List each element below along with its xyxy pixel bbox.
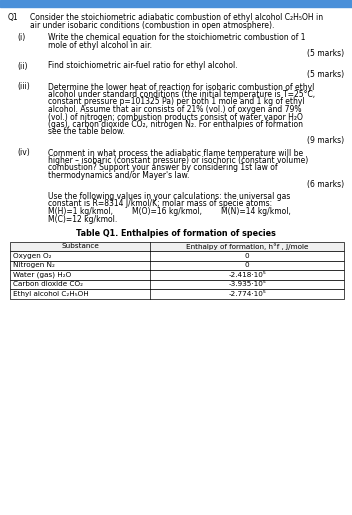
Text: alcohol. Assume that air consists of 21% (vol.) of oxygen and 79%: alcohol. Assume that air consists of 21%… <box>48 105 302 114</box>
Text: Carbon dioxide CO₂: Carbon dioxide CO₂ <box>13 281 83 287</box>
Bar <box>10 270 344 280</box>
Text: Use the following values in your calculations: the universal gas: Use the following values in your calcula… <box>48 192 290 201</box>
Text: (9 marks): (9 marks) <box>307 136 344 145</box>
Text: (gas), carbon dioxide CO₂, nitrogen N₂. For enthalpies of formation: (gas), carbon dioxide CO₂, nitrogen N₂. … <box>48 120 303 129</box>
Text: higher – isobaric (constant pressure) or isochoric (constant volume): higher – isobaric (constant pressure) or… <box>48 156 308 165</box>
Bar <box>10 251 344 261</box>
Text: (ii): (ii) <box>17 61 27 71</box>
Bar <box>10 280 344 289</box>
Text: Substance: Substance <box>61 243 99 249</box>
Text: (5 marks): (5 marks) <box>307 70 344 79</box>
Text: Find stoichiometric air-fuel ratio for ethyl alcohol.: Find stoichiometric air-fuel ratio for e… <box>48 61 238 71</box>
Text: see the table below.: see the table below. <box>48 128 125 136</box>
Text: constant pressure p=101325 Pa) per both 1 mole and 1 kg of ethyl: constant pressure p=101325 Pa) per both … <box>48 97 304 107</box>
Text: Enthalpy of formation, h°f , J/mole: Enthalpy of formation, h°f , J/mole <box>186 243 308 250</box>
Text: air under isobaric conditions (combustion in open atmosphere).: air under isobaric conditions (combustio… <box>30 21 274 29</box>
Text: (i): (i) <box>17 33 25 42</box>
Text: 0: 0 <box>245 262 250 268</box>
Text: alcohol under standard conditions (the initial temperature is T=25°C,: alcohol under standard conditions (the i… <box>48 90 315 99</box>
Bar <box>10 261 344 270</box>
Text: Determine the lower heat of reaction for isobaric combustion of ethyl: Determine the lower heat of reaction for… <box>48 82 314 92</box>
Text: (vol.) of nitrogen; combustion products consist of water vapor H₂O: (vol.) of nitrogen; combustion products … <box>48 112 303 122</box>
Text: mole of ethyl alcohol in air.: mole of ethyl alcohol in air. <box>48 41 152 49</box>
Text: -2.418·10⁵: -2.418·10⁵ <box>228 272 266 278</box>
Text: M(H)=1 kg/kmol,        M(O)=16 kg/kmol,        M(N)=14 kg/kmol,: M(H)=1 kg/kmol, M(O)=16 kg/kmol, M(N)=14… <box>48 207 291 216</box>
Text: M(C)=12 kg/kmol.: M(C)=12 kg/kmol. <box>48 215 117 224</box>
Text: Comment in what process the adiabatic flame temperature will be: Comment in what process the adiabatic fl… <box>48 148 303 158</box>
Text: Ethyl alcohol C₂H₅OH: Ethyl alcohol C₂H₅OH <box>13 291 89 297</box>
Bar <box>10 289 344 299</box>
Text: constant is R=8314 J/kmol/K; molar mass of specie atoms:: constant is R=8314 J/kmol/K; molar mass … <box>48 199 272 209</box>
Text: Q1: Q1 <box>8 13 19 22</box>
Text: Oxygen O₂: Oxygen O₂ <box>13 253 51 259</box>
Text: (iii): (iii) <box>17 82 30 92</box>
Text: Consider the stoichiometric adiabatic combustion of ethyl alcohol C₂H₅OH in: Consider the stoichiometric adiabatic co… <box>30 13 323 22</box>
Text: Water (gas) H₂O: Water (gas) H₂O <box>13 271 71 278</box>
Text: 0: 0 <box>245 253 250 259</box>
Bar <box>10 242 344 251</box>
Text: thermodynamics and/or Mayer's law.: thermodynamics and/or Mayer's law. <box>48 171 189 180</box>
Text: Write the chemical equation for the stoichiometric combustion of 1: Write the chemical equation for the stoi… <box>48 33 306 42</box>
Text: combustion? Support your answer by considering 1st law of: combustion? Support your answer by consi… <box>48 163 278 173</box>
Text: Table Q1. Enthalpies of formation of species: Table Q1. Enthalpies of formation of spe… <box>76 229 276 238</box>
Text: (5 marks): (5 marks) <box>307 49 344 58</box>
Text: -3.935·10⁵: -3.935·10⁵ <box>228 281 266 287</box>
Bar <box>0 0 352 7</box>
Text: (6 marks): (6 marks) <box>307 180 344 188</box>
Text: -2.774·10⁵: -2.774·10⁵ <box>228 291 266 297</box>
Text: (iv): (iv) <box>17 148 30 158</box>
Text: Nitrogen N₂: Nitrogen N₂ <box>13 262 55 268</box>
